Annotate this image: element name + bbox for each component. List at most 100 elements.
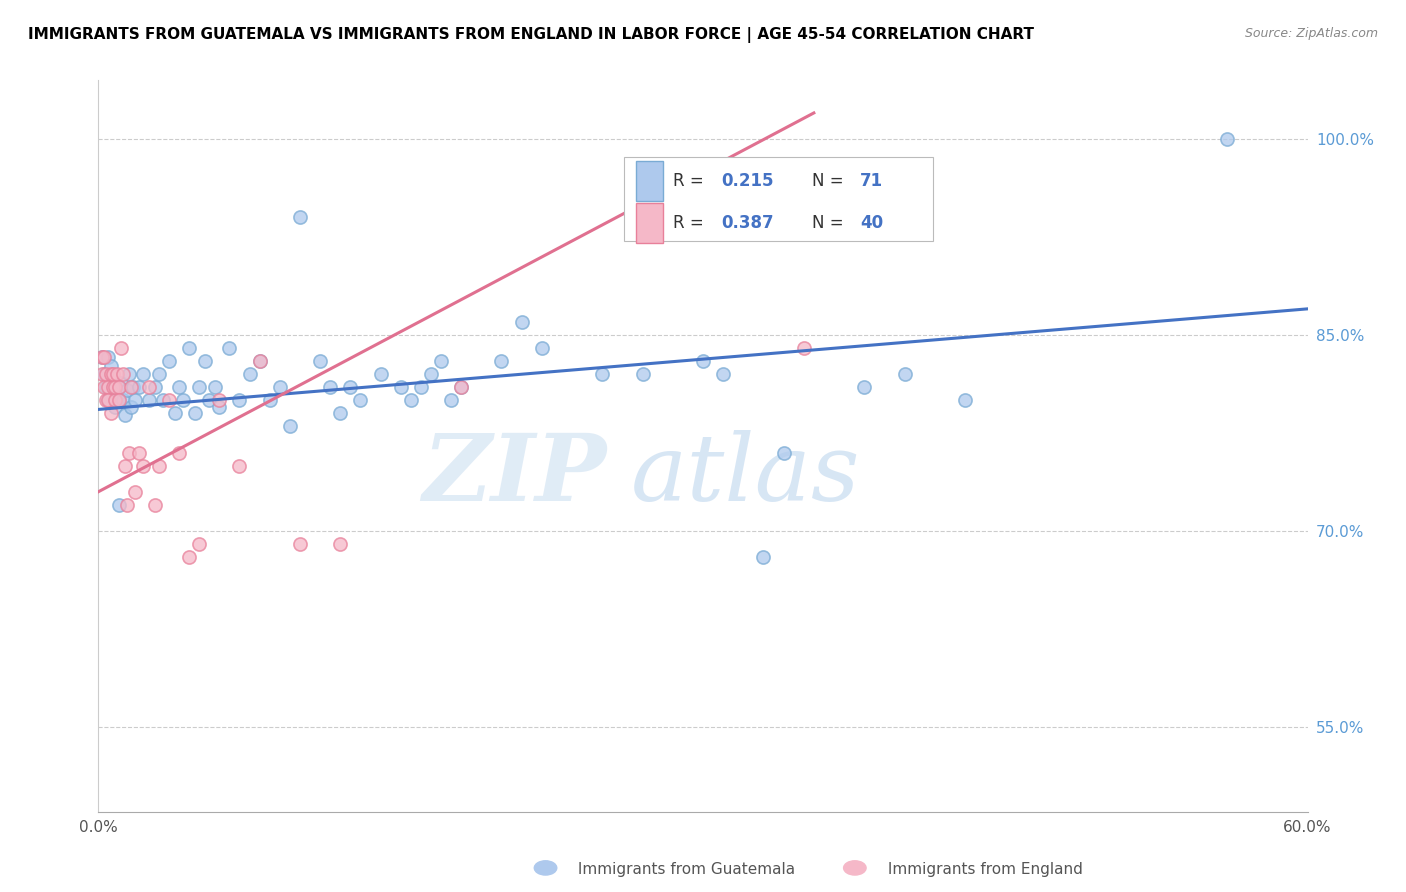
Text: Immigrants from England: Immigrants from England xyxy=(844,863,1083,877)
Point xyxy=(772,445,794,459)
Point xyxy=(132,367,155,381)
Point xyxy=(450,380,472,394)
Point xyxy=(218,341,240,355)
Point xyxy=(97,393,120,408)
Point xyxy=(853,380,876,394)
Point xyxy=(101,367,124,381)
Point xyxy=(111,367,134,381)
Text: 0.215: 0.215 xyxy=(721,171,773,190)
Point xyxy=(752,549,775,564)
Point xyxy=(228,393,250,408)
Point xyxy=(430,354,453,368)
Point xyxy=(319,380,342,394)
Point xyxy=(138,393,160,408)
Point xyxy=(103,393,125,408)
Point xyxy=(239,367,262,381)
Point xyxy=(420,367,443,381)
Point xyxy=(288,537,311,551)
Text: N =: N = xyxy=(811,171,849,190)
Point xyxy=(491,354,513,368)
Point xyxy=(97,393,120,408)
Point xyxy=(152,393,174,408)
Point xyxy=(249,354,271,368)
Point xyxy=(793,341,815,355)
Point xyxy=(120,400,142,414)
Point xyxy=(128,380,150,394)
Point xyxy=(101,380,124,394)
Point xyxy=(132,458,155,473)
Point xyxy=(198,393,221,408)
FancyBboxPatch shape xyxy=(637,161,664,201)
Point xyxy=(188,380,211,394)
Point xyxy=(157,354,180,368)
Point xyxy=(208,393,231,408)
Point xyxy=(120,380,142,394)
Point xyxy=(124,393,146,408)
Point xyxy=(118,367,141,381)
Point xyxy=(269,380,291,394)
Point xyxy=(111,393,134,408)
Point xyxy=(591,367,613,381)
Point xyxy=(96,380,118,394)
Point xyxy=(440,393,463,408)
Point xyxy=(91,350,114,364)
Point xyxy=(97,380,120,394)
Point xyxy=(409,380,432,394)
Point xyxy=(93,350,115,364)
Point xyxy=(107,393,129,408)
Point xyxy=(138,380,160,394)
Point xyxy=(93,380,115,394)
Point xyxy=(93,367,115,381)
Point xyxy=(208,400,231,414)
Point xyxy=(530,341,553,355)
Point xyxy=(148,458,170,473)
Point xyxy=(179,341,201,355)
Point xyxy=(184,406,207,420)
Point xyxy=(370,367,392,381)
Text: ZIP: ZIP xyxy=(422,430,606,520)
Point xyxy=(91,367,114,381)
Point xyxy=(389,380,412,394)
Point xyxy=(143,380,166,394)
FancyBboxPatch shape xyxy=(637,202,664,243)
Text: IMMIGRANTS FROM GUATEMALA VS IMMIGRANTS FROM ENGLAND IN LABOR FORCE | AGE 45-54 : IMMIGRANTS FROM GUATEMALA VS IMMIGRANTS … xyxy=(28,27,1035,43)
Point xyxy=(124,484,146,499)
Point xyxy=(103,400,125,414)
Point xyxy=(259,393,281,408)
Point xyxy=(194,354,217,368)
Point xyxy=(91,350,114,364)
Point xyxy=(115,498,138,512)
Point xyxy=(115,383,138,397)
Point xyxy=(179,549,201,564)
Point xyxy=(103,380,125,394)
Point xyxy=(349,393,371,408)
Point xyxy=(249,354,271,368)
Point xyxy=(172,393,194,408)
Point xyxy=(100,359,122,374)
Text: Source: ZipAtlas.com: Source: ZipAtlas.com xyxy=(1244,27,1378,40)
Point xyxy=(339,380,361,394)
Point xyxy=(105,393,128,408)
Point xyxy=(107,393,129,408)
Point xyxy=(157,393,180,408)
Point xyxy=(399,393,422,408)
Point xyxy=(167,445,190,459)
Point xyxy=(278,419,301,434)
Text: Immigrants from Guatemala: Immigrants from Guatemala xyxy=(534,863,796,877)
Point xyxy=(288,211,311,225)
Point xyxy=(100,367,122,381)
Point xyxy=(631,367,654,381)
Text: N =: N = xyxy=(811,214,849,232)
Point xyxy=(118,445,141,459)
Point xyxy=(114,408,136,422)
Point xyxy=(163,406,186,420)
Point xyxy=(148,367,170,381)
Point xyxy=(100,406,122,420)
Point xyxy=(143,498,166,512)
Point xyxy=(450,380,472,394)
Point xyxy=(953,393,976,408)
Point xyxy=(228,458,250,473)
Text: 71: 71 xyxy=(860,171,883,190)
FancyBboxPatch shape xyxy=(624,157,932,241)
Point xyxy=(96,367,118,381)
